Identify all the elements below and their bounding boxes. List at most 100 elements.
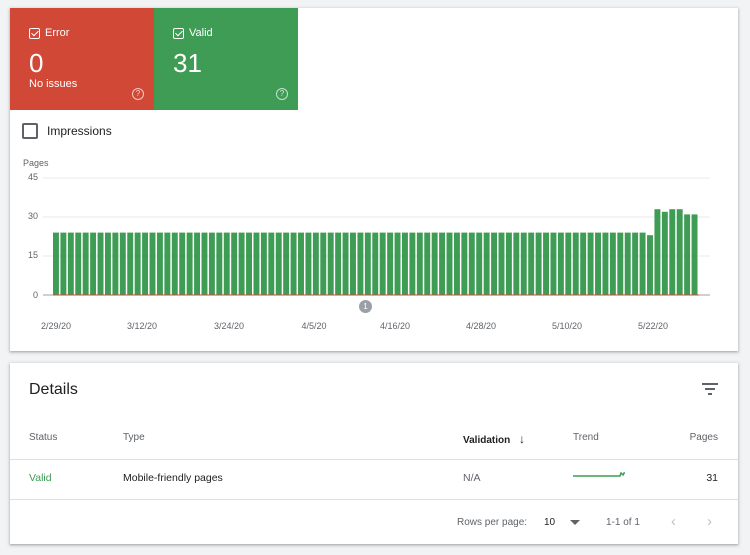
checkbox-checked-icon[interactable] [29,27,40,39]
chart-bar[interactable] [156,232,163,295]
chart-bar[interactable] [320,232,327,295]
chart-bar[interactable] [691,214,698,295]
chart-bar[interactable] [379,232,386,295]
chart-bar[interactable] [394,232,401,295]
chart-bar[interactable] [453,232,460,295]
chart-bar[interactable] [520,232,527,295]
chart-bar[interactable] [661,211,668,295]
chart-bar[interactable] [565,232,572,295]
chart-bar[interactable] [572,232,579,295]
chart-bar[interactable] [112,232,119,295]
chart-bar[interactable] [535,232,542,295]
error-tile[interactable]: Error 0 No issues ? [10,8,154,110]
chart-bar[interactable] [67,232,74,295]
chart-bar[interactable] [632,232,639,295]
chart-bar[interactable] [624,232,631,295]
chart-bar[interactable] [647,235,653,295]
chart-bar[interactable] [491,232,498,295]
chevron-left-icon[interactable]: ‹ [671,513,676,530]
chart-bar[interactable] [350,232,356,295]
chart-bar[interactable] [676,209,683,295]
chart-bar[interactable] [119,232,126,295]
column-header-status[interactable]: Status [29,432,58,443]
chart-bar[interactable] [416,232,423,295]
chart-bar[interactable] [543,232,550,295]
chart-bar[interactable] [216,232,223,295]
chart-bar[interactable] [238,232,245,295]
chart-bar[interactable] [305,232,312,295]
chart-bar[interactable] [90,232,97,295]
chart-bar[interactable] [97,232,104,295]
chart-bar[interactable] [335,232,342,295]
chart-annotation-marker[interactable]: 1 [359,300,372,313]
chart-bar[interactable] [617,232,624,295]
chart-bar[interactable] [580,232,587,295]
checkbox-checked-icon[interactable] [173,27,184,39]
chart-bar[interactable] [498,232,505,295]
filter-icon[interactable] [702,383,718,395]
chart-bar[interactable] [550,232,557,295]
chart-bar[interactable] [483,232,490,295]
chart-bar[interactable] [53,232,59,295]
chart-bar[interactable] [268,232,275,295]
chart-bar[interactable] [142,232,149,295]
chart-bar[interactable] [401,232,408,295]
chart-bar[interactable] [104,232,111,295]
help-icon[interactable]: ? [276,88,288,100]
chart-bar[interactable] [461,232,468,295]
chart-bar[interactable] [75,232,82,295]
chart-bar[interactable] [409,232,416,295]
chart-bar[interactable] [164,232,171,295]
chevron-right-icon[interactable]: › [707,513,712,530]
chart-bar[interactable] [186,232,193,295]
chart-bar[interactable] [654,209,661,295]
chart-bar[interactable] [246,232,252,295]
chart-bar[interactable] [171,232,178,295]
chart-bar[interactable] [179,232,186,295]
column-header-type[interactable]: Type [123,432,145,443]
chart-bar[interactable] [372,232,379,295]
chart-bar[interactable] [446,232,453,295]
chart-bar[interactable] [82,232,89,295]
valid-tile[interactable]: Valid 31 ? [154,8,298,110]
chart-bar[interactable] [595,232,601,295]
help-icon[interactable]: ? [132,88,144,100]
chart-bar[interactable] [439,232,446,295]
rows-per-page-select[interactable]: 10 [544,517,580,528]
chart-bar[interactable] [669,209,676,295]
chart-bar[interactable] [127,232,134,295]
chart-bar[interactable] [260,232,267,295]
chart-bar[interactable] [468,232,475,295]
chart-bar[interactable] [424,232,431,295]
chart-bar[interactable] [290,232,297,295]
chart-bar[interactable] [223,232,230,295]
chart-bar[interactable] [528,232,535,295]
column-header-validation[interactable]: Validation ↓ [463,432,525,446]
chart-bar[interactable] [602,232,609,295]
chart-bar[interactable] [364,232,371,295]
chart-bar[interactable] [327,232,334,295]
chart-bar[interactable] [149,232,156,295]
chart-bar[interactable] [231,232,238,295]
chart-bar[interactable] [194,232,201,295]
chart-bar[interactable] [431,232,438,295]
chart-bar[interactable] [60,232,67,295]
chart-bar[interactable] [505,232,512,295]
chart-bar[interactable] [513,232,520,295]
chart-bar[interactable] [208,232,215,295]
chart-bar[interactable] [342,232,349,295]
chart-bar[interactable] [312,232,319,295]
chart-bar[interactable] [253,232,260,295]
chart-bar[interactable] [684,214,691,295]
column-header-trend[interactable]: Trend [573,432,599,443]
chart-bar[interactable] [275,232,282,295]
chart-bar[interactable] [587,232,594,295]
chart-bar[interactable] [476,232,483,295]
checkbox-unchecked-icon[interactable] [22,123,38,139]
column-header-pages[interactable]: Pages [689,432,718,443]
chart-bar[interactable] [357,232,364,295]
chart-bar[interactable] [639,232,646,295]
chart-bar[interactable] [283,232,290,295]
chart-bar[interactable] [557,232,564,295]
chart-bar[interactable] [387,232,394,295]
